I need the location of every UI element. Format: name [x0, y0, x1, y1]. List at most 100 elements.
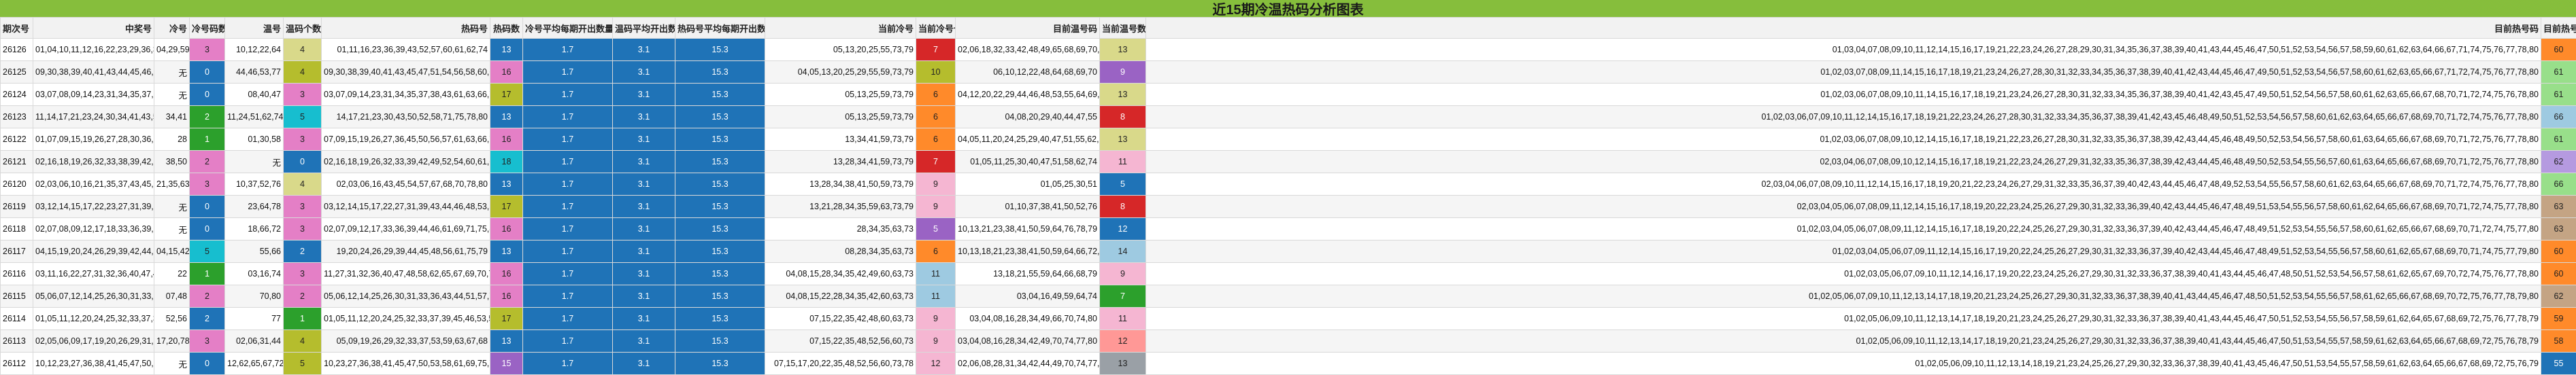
current-warm-cell: 03,04,08,16,28,34,42,49,70,74,77,80 [956, 330, 1100, 353]
table-row[interactable]: 2611505,06,07,12,14,25,26,30,31,33,36,43… [1, 285, 2576, 308]
current-cold-count-cell: 6 [916, 84, 956, 106]
hot-avg-cell: 15.3 [675, 353, 765, 375]
current-warm-count-cell: 11 [1100, 151, 1146, 173]
table-row[interactable]: 2612509,30,38,39,40,41,43,44,45,46,47,51… [1, 61, 2576, 84]
hot-avg-cell: 15.3 [675, 173, 765, 196]
hot-avg-cell: 15.3 [675, 218, 765, 240]
current-warm-cell: 04,08,20,29,40,44,47,55 [956, 106, 1100, 128]
warm-numbers-cell: 10,12,22,64 [225, 39, 284, 61]
cold-avg-cell: 1.7 [523, 39, 613, 61]
hot-numbers-cell: 09,30,38,39,40,41,43,45,47,51,54,56,58,6… [322, 61, 490, 84]
warm-numbers-cell: 11,24,51,62,74 [225, 106, 284, 128]
cold-count-cell: 0 [190, 61, 225, 84]
current-hot-count-cell: 62 [2541, 285, 2576, 308]
cold-numbers-cell: 34,41 [154, 106, 190, 128]
column-header[interactable]: 当前温号数量 [1100, 18, 1146, 39]
column-header[interactable]: 期次号 [1, 18, 33, 39]
column-header[interactable]: 热码号平均每期开出数量 [675, 18, 765, 39]
table-row[interactable]: 2611704,15,19,20,24,26,29,39,42,44,45,48… [1, 240, 2576, 263]
current-warm-cell: 01,05,11,25,30,40,47,51,58,62,74 [956, 151, 1100, 173]
column-header[interactable]: 热码数 [490, 18, 523, 39]
current-warm-count-cell: 14 [1100, 240, 1146, 263]
current-cold-cell: 13,21,28,34,35,59,63,73,79 [765, 196, 916, 218]
table-row[interactable]: 2612201,07,09,15,19,26,27,28,30,36,45,50… [1, 128, 2576, 151]
current-cold-cell: 13,28,34,41,59,73,79 [765, 151, 916, 173]
cold-numbers-cell: 07,48 [154, 285, 190, 308]
warm-count-cell: 5 [284, 106, 322, 128]
warm-count-cell: 4 [284, 330, 322, 353]
column-header[interactable]: 冷号码数量 [190, 18, 225, 39]
cold-count-cell: 2 [190, 151, 225, 173]
current-hot-count-cell: 59 [2541, 308, 2576, 330]
cold-numbers-cell: 无 [154, 61, 190, 84]
current-warm-count-cell: 8 [1100, 196, 1146, 218]
column-header[interactable]: 目前热号码 [1146, 18, 2541, 39]
column-header[interactable]: 热码号 [322, 18, 490, 39]
table-row[interactable]: 2612601,04,10,11,12,16,22,23,29,36,39,43… [1, 39, 2576, 61]
column-header[interactable]: 温码平均开出数 [613, 18, 675, 39]
table-row[interactable]: 2611401,05,11,12,20,24,25,32,33,37,39,45… [1, 308, 2576, 330]
table-row[interactable]: 2611903,12,14,15,17,22,23,27,31,39,43,44… [1, 196, 2576, 218]
current-hot-cell: 02,03,04,06,07,08,09,10,12,14,15,16,17,1… [1146, 151, 2541, 173]
column-header[interactable]: 冷号平均每期开出数量 [523, 18, 613, 39]
column-header[interactable]: 温码个数 [284, 18, 322, 39]
warm-count-cell: 1 [284, 308, 322, 330]
hot-numbers-cell: 03,07,09,14,23,31,34,35,37,38,43,61,63,6… [322, 84, 490, 106]
warm-avg-cell: 3.1 [613, 330, 675, 353]
table-row[interactable]: 2612403,07,08,09,14,23,31,34,35,37,38,40… [1, 84, 2576, 106]
warm-count-cell: 5 [284, 353, 322, 375]
column-header[interactable]: 冷号 [154, 18, 190, 39]
header-row: 期次号中奖号冷号冷号码数量温号温码个数热码号热码数冷号平均每期开出数量温码平均开… [1, 18, 2576, 39]
winning-numbers-cell: 03,07,08,09,14,23,31,34,35,37,38,40,43,4… [33, 84, 154, 106]
table-row[interactable]: 2611603,11,16,22,27,31,32,36,40,47,48,58… [1, 263, 2576, 285]
cold-count-cell: 2 [190, 285, 225, 308]
cold-avg-cell: 1.7 [523, 308, 613, 330]
current-warm-count-cell: 7 [1100, 285, 1146, 308]
current-hot-cell: 02,03,04,06,07,08,09,10,11,12,14,15,16,1… [1146, 173, 2541, 196]
table-row[interactable]: 2612002,03,06,10,16,21,35,37,43,45,52,54… [1, 173, 2576, 196]
issue-cell: 26115 [1, 285, 33, 308]
warm-avg-cell: 3.1 [613, 128, 675, 151]
warm-avg-cell: 3.1 [613, 84, 675, 106]
warm-count-cell: 3 [284, 84, 322, 106]
table-row[interactable]: 2612102,16,18,19,26,32,33,38,39,42,49,50… [1, 151, 2576, 173]
analysis-table: 期次号中奖号冷号冷号码数量温号温码个数热码号热码数冷号平均每期开出数量温码平均开… [0, 17, 2576, 375]
cold-count-cell: 2 [190, 308, 225, 330]
cold-numbers-cell: 21,35,63 [154, 173, 190, 196]
cold-count-cell: 1 [190, 263, 225, 285]
cold-avg-cell: 1.7 [523, 151, 613, 173]
issue-cell: 26125 [1, 61, 33, 84]
table-row[interactable]: 2611210,12,23,27,36,38,41,45,47,50,53,58… [1, 353, 2576, 375]
column-header[interactable]: 温号 [225, 18, 284, 39]
table-row[interactable]: 2611802,07,08,09,12,17,18,33,36,39,44,46… [1, 218, 2576, 240]
cold-avg-cell: 1.7 [523, 240, 613, 263]
hot-avg-cell: 15.3 [675, 151, 765, 173]
issue-cell: 26118 [1, 218, 33, 240]
warm-numbers-cell: 02,06,31,44 [225, 330, 284, 353]
cold-avg-cell: 1.7 [523, 106, 613, 128]
warm-count-cell: 4 [284, 61, 322, 84]
table-row[interactable]: 2612311,14,17,21,23,24,30,34,41,43,50,51… [1, 106, 2576, 128]
hot-numbers-cell: 05,09,19,26,29,32,33,37,53,59,63,67,68 [322, 330, 490, 353]
column-header[interactable]: 当前冷号个数 [916, 18, 956, 39]
column-header[interactable]: 中奖号 [33, 18, 154, 39]
warm-count-cell: 4 [284, 173, 322, 196]
current-cold-count-cell: 7 [916, 151, 956, 173]
column-header[interactable]: 目前热号码数 [2541, 18, 2576, 39]
winning-numbers-cell: 05,06,07,12,14,25,26,30,31,33,36,43,44,4… [33, 285, 154, 308]
cold-numbers-cell: 04,29,59 [154, 39, 190, 61]
hot-avg-cell: 15.3 [675, 196, 765, 218]
current-warm-cell: 13,18,21,55,59,64,66,68,79 [956, 263, 1100, 285]
current-cold-count-cell: 10 [916, 61, 956, 84]
hot-numbers-cell: 02,07,09,12,17,33,36,39,44,46,61,69,71,7… [322, 218, 490, 240]
current-hot-count-cell: 61 [2541, 84, 2576, 106]
hot-numbers-cell: 01,11,16,23,36,39,43,52,57,60,61,62,74 [322, 39, 490, 61]
column-header[interactable]: 目前温号码 [956, 18, 1100, 39]
current-cold-count-cell: 6 [916, 240, 956, 263]
table-row[interactable]: 2611302,05,06,09,17,19,20,26,29,31,32,33… [1, 330, 2576, 353]
hot-avg-cell: 15.3 [675, 39, 765, 61]
winning-numbers-cell: 02,03,06,10,16,21,35,37,43,45,52,54,57,6… [33, 173, 154, 196]
current-warm-cell: 04,12,20,22,29,44,46,48,53,55,64,69,77 [956, 84, 1100, 106]
hot-avg-cell: 15.3 [675, 263, 765, 285]
column-header[interactable]: 当前冷号 [765, 18, 916, 39]
